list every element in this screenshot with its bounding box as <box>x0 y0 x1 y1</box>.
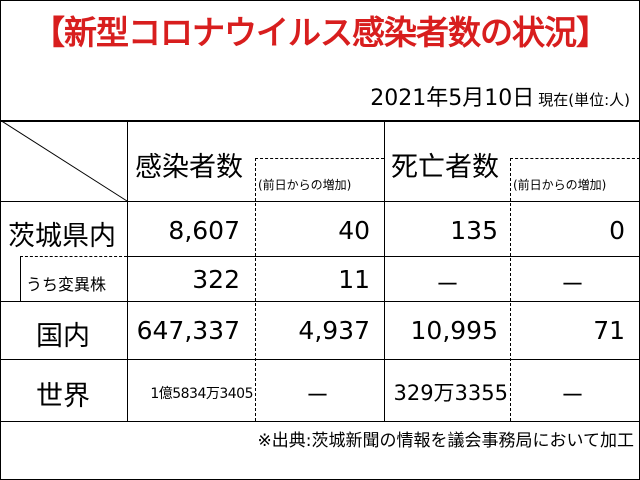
row-label-ibaraki: 茨城県内 <box>8 221 116 252</box>
ibaraki-deaths: 135 <box>450 216 498 245</box>
page-title: 【新型コロナウイルス感染者数の状況】 <box>32 13 609 52</box>
variant-top-border <box>127 256 640 257</box>
row-label-variant: うち変異株 <box>26 275 107 294</box>
world-deaths-increase: － <box>559 381 585 410</box>
deaths-increase-header: (前日からの増加) <box>513 178 607 192</box>
domestic-cases-increase: 4,937 <box>298 316 370 345</box>
source-footnote: ※出典:茨城新聞の情報を議会事務局において加工 <box>257 431 634 451</box>
domestic-deaths: 10,995 <box>410 316 498 345</box>
variant-indent-border <box>20 256 21 301</box>
corner-diagonal <box>0 120 128 202</box>
date-line: 2021年5月10日 現在(単位:人) <box>370 80 630 112</box>
report-date: 2021年5月10日 <box>370 86 535 111</box>
label-column-border <box>127 120 128 421</box>
world-deaths: 329万3355 <box>393 381 508 405</box>
table-top-border <box>0 120 640 122</box>
cases-subheader-line <box>255 158 384 159</box>
header-bottom-border <box>0 201 640 202</box>
ibaraki-cases-increase: 40 <box>338 216 370 245</box>
deaths-column-border <box>384 120 385 421</box>
variant-bottom-border <box>0 301 640 302</box>
row-label-world: 世界 <box>36 381 90 412</box>
variant-divider <box>20 256 127 257</box>
domestic-cases: 647,337 <box>136 316 240 345</box>
unit-note: 現在(単位:人) <box>538 91 630 109</box>
deaths-subheader-line <box>510 158 640 159</box>
cases-increase-header: (前日からの増加) <box>258 178 352 192</box>
variant-deaths-increase: － <box>559 270 585 299</box>
domestic-bottom-border <box>0 359 640 360</box>
ibaraki-deaths-increase: 0 <box>609 216 625 245</box>
deaths-increase-divider <box>510 158 511 421</box>
row-label-domestic: 国内 <box>36 321 90 352</box>
table-bottom-border <box>0 421 640 422</box>
variant-cases-increase: 11 <box>338 265 370 294</box>
deaths-header: 死亡者数 <box>391 152 499 183</box>
cases-increase-divider <box>255 158 256 421</box>
domestic-deaths-increase: 71 <box>593 316 625 345</box>
cases-header: 感染者数 <box>135 152 243 183</box>
variant-cases: 322 <box>192 265 240 294</box>
world-cases: 1億5834万3405 <box>150 386 253 402</box>
world-cases-increase: － <box>304 381 330 410</box>
ibaraki-cases: 8,607 <box>168 216 240 245</box>
variant-deaths: － <box>434 270 460 299</box>
